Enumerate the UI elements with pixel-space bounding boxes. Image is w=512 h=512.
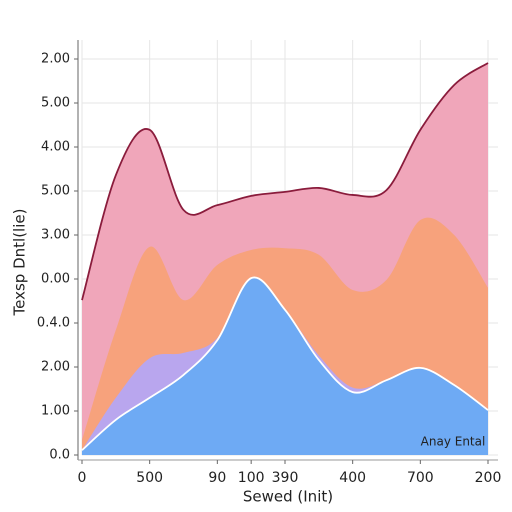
y-tick-label: 0.4.0 (37, 316, 70, 331)
x-tick-label: 400 (339, 470, 366, 486)
x-tick-label: 700 (407, 470, 434, 486)
y-tick-label: 2.00 (41, 360, 70, 375)
x-tick-label: 200 (475, 470, 502, 486)
legend-label: Anay Ental (421, 435, 486, 449)
y-axis-label: Texsp Dntl(lie) (11, 209, 29, 317)
area (82, 277, 488, 455)
y-tick-label: 0.0 (49, 448, 70, 463)
y-tick-label: 1.00 (41, 404, 70, 419)
y-tick-label: 0.00 (41, 272, 70, 287)
y-tick-label: 3.00 (41, 228, 70, 243)
y-tick-label: 5.00 (41, 96, 70, 111)
area-line (81, 62, 489, 301)
y-tick-label: 5.00 (41, 184, 70, 199)
x-tick-label: 0 (78, 470, 87, 486)
area-line (81, 276, 489, 451)
y-tick-label: 4.00 (41, 140, 70, 155)
y-tick-label: 2.00 (41, 52, 70, 67)
x-tick-label: 390 (272, 470, 299, 486)
x-tick-label: 90 (208, 470, 226, 486)
x-tick-label: 100 (238, 470, 265, 486)
x-tick-label: 500 (136, 470, 163, 486)
x-axis-label: Sewed (Init) (243, 488, 333, 506)
